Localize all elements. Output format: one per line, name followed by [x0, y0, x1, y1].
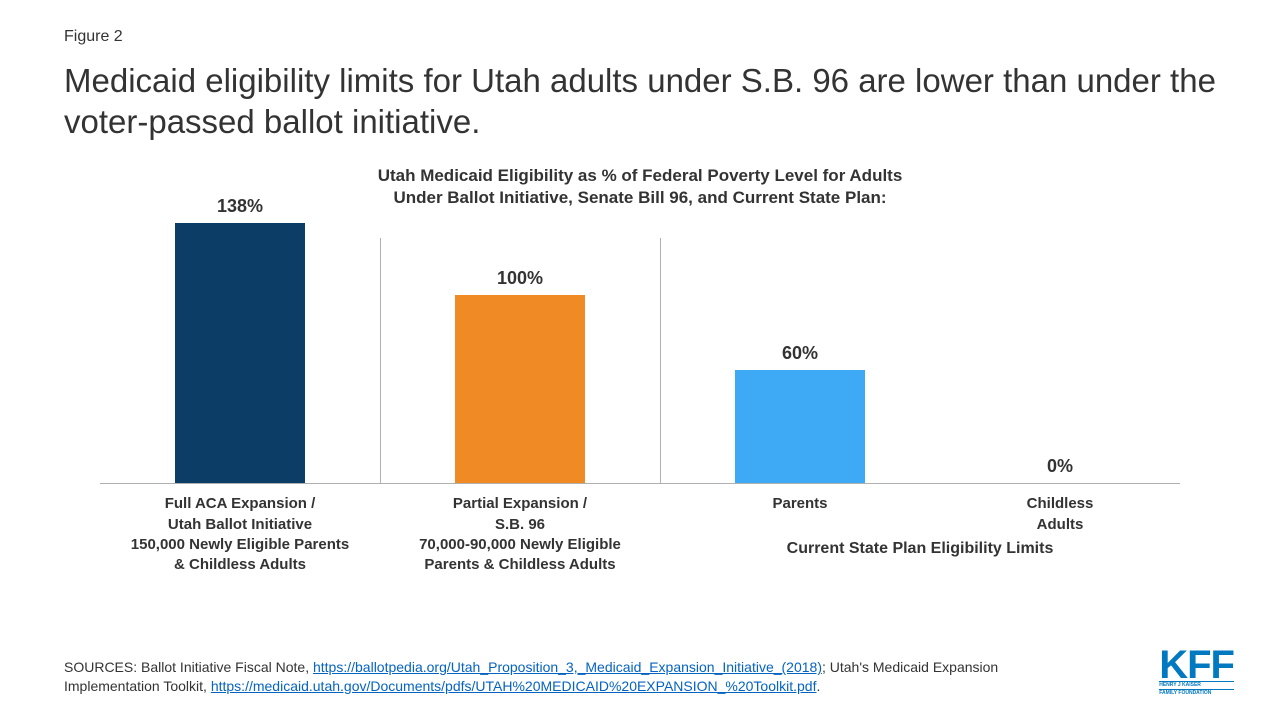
subtitle-line1: Utah Medicaid Eligibility as % of Federa… [378, 166, 903, 185]
chart-divider [380, 238, 381, 483]
bar-chart: 138%100%60%0% Full ACA Expansion /Utah B… [100, 224, 1180, 494]
x-axis-labels: Full ACA Expansion /Utah Ballot Initiati… [100, 484, 1180, 494]
source-link-ballotpedia[interactable]: https://ballotpedia.org/Utah_Proposition… [313, 659, 822, 675]
group-label-current-plan: Current State Plan Eligibility Limits [660, 540, 1180, 558]
bar-full_aca: 138% [175, 196, 305, 483]
source-link-utah-medicaid[interactable]: https://medicaid.utah.gov/Documents/pdfs… [211, 678, 817, 694]
plot-area: 138%100%60%0% [100, 224, 1180, 484]
kff-logo-line2: FAMILY FOUNDATION [1159, 689, 1234, 697]
subtitle-line2: Under Ballot Initiative, Senate Bill 96,… [393, 188, 886, 207]
kff-logo-abbr: KFF [1159, 649, 1234, 681]
x-label-parents: Parents [660, 494, 940, 514]
x-label-full_aca: Full ACA Expansion /Utah Ballot Initiati… [100, 494, 380, 575]
figure-number: Figure 2 [64, 28, 1216, 46]
bar-childless: 0% [995, 456, 1125, 483]
kff-logo: KFF HENRY J KAISER FAMILY FOUNDATION [1159, 649, 1234, 696]
x-label-childless: ChildlessAdults [940, 494, 1180, 535]
bar-partial_sb96: 100% [455, 268, 585, 483]
bar-value-full_aca: 138% [175, 196, 305, 217]
bar-parents: 60% [735, 343, 865, 483]
chart-divider [660, 238, 661, 483]
bar-value-parents: 60% [735, 343, 865, 364]
bar-value-childless: 0% [995, 456, 1125, 477]
bar-rect-full_aca [175, 223, 305, 483]
bar-rect-parents [735, 370, 865, 483]
bar-value-partial_sb96: 100% [455, 268, 585, 289]
headline: Medicaid eligibility limits for Utah adu… [64, 60, 1216, 143]
bar-rect-partial_sb96 [455, 295, 585, 483]
sources-footnote: SOURCES: Ballot Initiative Fiscal Note, … [64, 658, 1064, 696]
x-label-partial_sb96: Partial Expansion /S.B. 9670,000-90,000 … [380, 494, 660, 575]
sources-text-1: SOURCES: Ballot Initiative Fiscal Note, [64, 659, 313, 675]
sources-text-3: . [816, 678, 820, 694]
